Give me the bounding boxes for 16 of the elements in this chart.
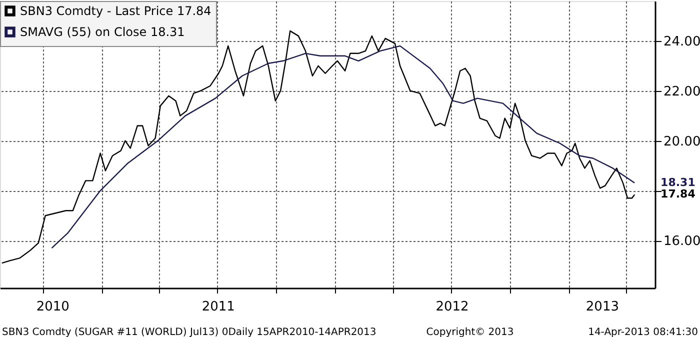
x-tick-label: 2012 bbox=[436, 300, 469, 314]
x-tick-label: 2010 bbox=[36, 300, 70, 314]
x-tick-label: 2011 bbox=[202, 300, 235, 314]
y-tick-label: 20.00 bbox=[664, 134, 700, 150]
y-tick-label: 16.00 bbox=[664, 234, 700, 250]
annotation: 17.84 bbox=[660, 188, 696, 201]
text: SBN3 Comdty (SUGAR #11 (WORLD) Jul13) 0Daily 15APR2010-14APR2013 bbox=[2, 327, 376, 337]
text: Copyright© 2013 bbox=[426, 327, 514, 337]
annotation: 18.31 bbox=[660, 176, 696, 189]
x-tick-label: 2013 bbox=[586, 300, 620, 314]
y-tick-label: 22.00 bbox=[664, 84, 700, 100]
line-series bbox=[51, 45, 636, 249]
legend-label: SBN3 Comdty - Last Price 17.84 bbox=[20, 4, 212, 18]
y-tick-label: 24.00 bbox=[664, 34, 700, 50]
legend-label: SMAVG (55) on Close 18.31 bbox=[20, 25, 185, 39]
text: 14-Apr-2013 08:41:30 bbox=[588, 327, 698, 337]
